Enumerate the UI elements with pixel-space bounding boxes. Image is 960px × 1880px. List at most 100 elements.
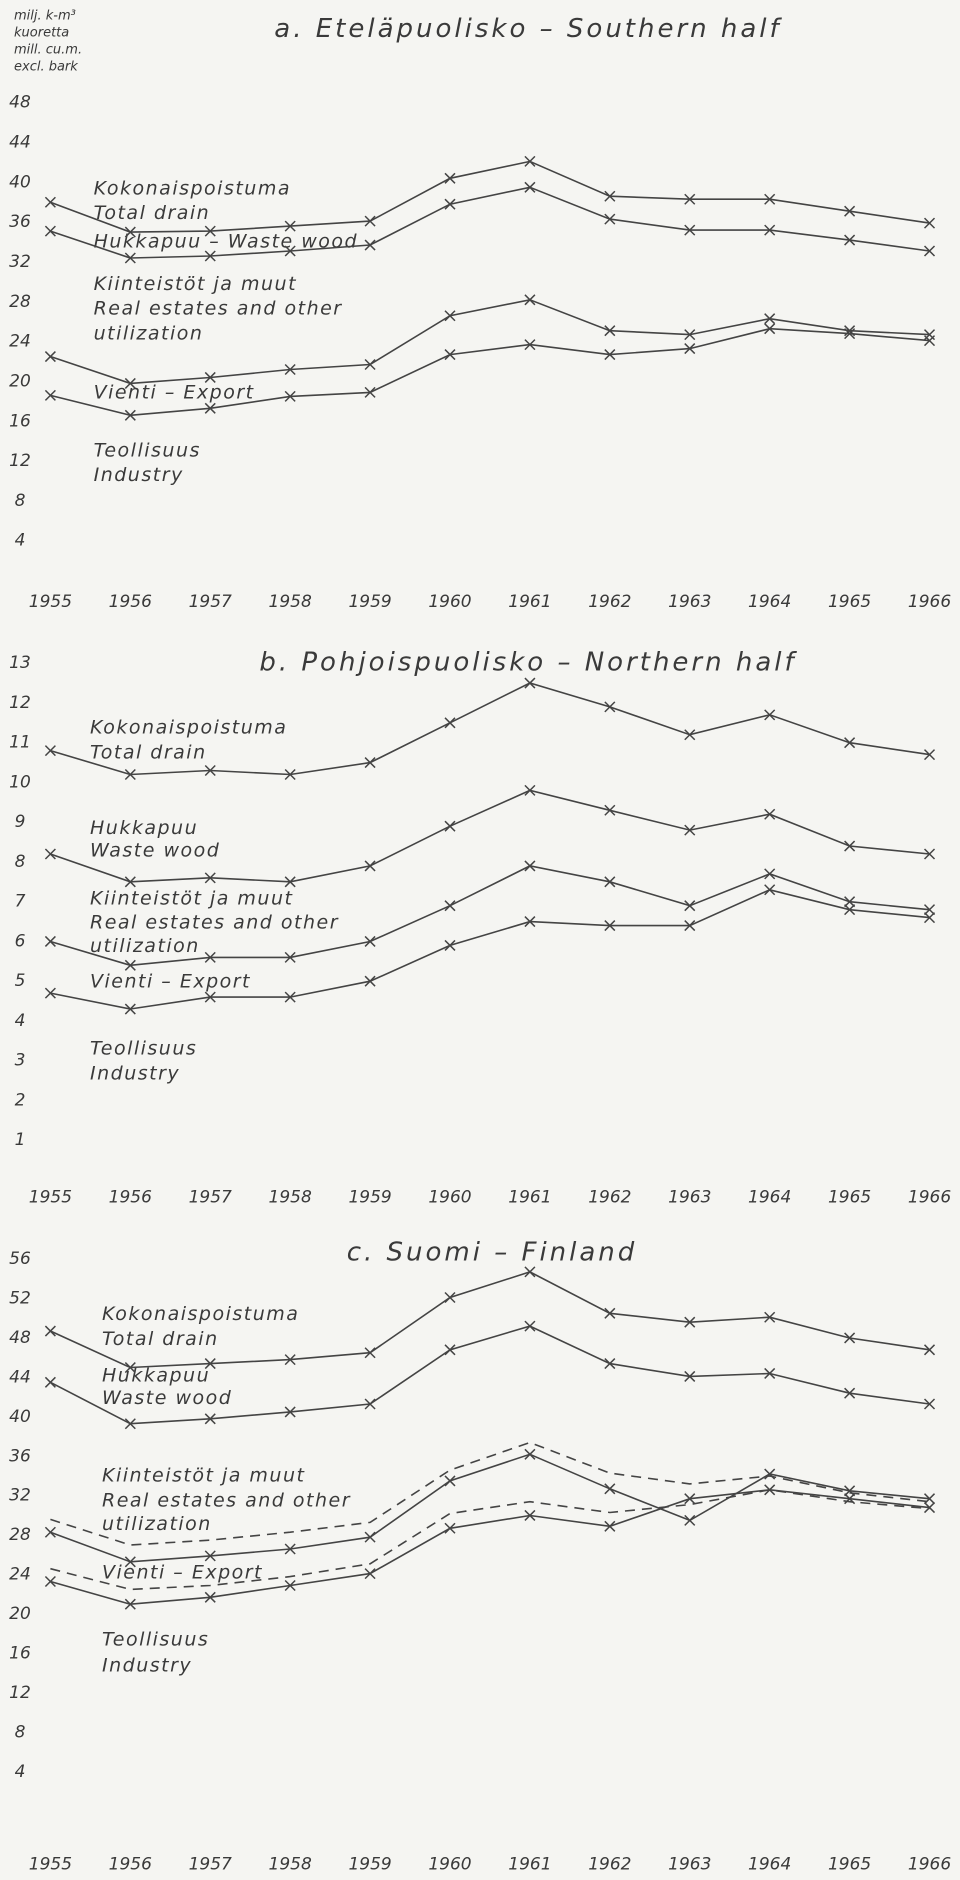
- x-tick-label: 1964: [748, 1854, 791, 1874]
- x-tick-label: 1966: [908, 1854, 951, 1874]
- marker: [844, 234, 856, 246]
- marker: [44, 1376, 56, 1388]
- marker: [764, 868, 776, 880]
- marker: [204, 1358, 216, 1370]
- marker: [284, 876, 296, 888]
- marker: [44, 196, 56, 208]
- annotation: Kiinteistöt ja muut: [90, 888, 293, 910]
- annotation: Teollisuus: [90, 1038, 197, 1060]
- chart-title: a. Eteläpuolisko – Southern half: [274, 14, 782, 44]
- annotation: Real estates and other: [94, 298, 343, 320]
- marker: [923, 1502, 936, 1514]
- y-tick-label: 16: [9, 1644, 31, 1664]
- x-tick-label: 1965: [828, 592, 871, 612]
- line: [50, 888, 930, 1010]
- x-tick-label: 1960: [428, 592, 471, 612]
- x-tick-label: 1961: [508, 592, 551, 612]
- x-tick-label: 1959: [348, 1188, 391, 1208]
- marker: [524, 339, 536, 351]
- y-axis-label: kuoretta: [14, 26, 69, 41]
- x-tick-label: 1964: [748, 592, 791, 612]
- line: [50, 789, 930, 883]
- marker: [124, 226, 136, 238]
- annotation: Real estates and other: [102, 1489, 351, 1511]
- marker: [44, 745, 56, 757]
- y-tick-label: 20: [9, 371, 31, 391]
- marker: [444, 820, 456, 832]
- y-tick-label: 24: [9, 1565, 31, 1585]
- marker: [764, 193, 776, 205]
- y-tick-label: 4: [15, 531, 26, 551]
- y-axis-label: milj. k-m³: [14, 9, 76, 24]
- marker: [764, 1311, 776, 1323]
- annotation: Vienti – Export: [90, 970, 251, 992]
- y-tick-label: 12: [9, 1683, 31, 1703]
- y-tick-label: 8: [15, 491, 26, 511]
- marker: [124, 1362, 136, 1374]
- annotation: Waste wood: [102, 1387, 232, 1409]
- marker: [524, 916, 536, 928]
- y-tick-label: 8: [15, 852, 26, 872]
- y-tick-label: 36: [9, 1446, 31, 1466]
- annotation: Vienti – Export: [94, 381, 255, 403]
- marker: [524, 677, 536, 689]
- marker: [764, 224, 776, 236]
- y-tick-label: 7: [15, 892, 26, 912]
- marker: [524, 1266, 536, 1278]
- marker: [124, 1418, 136, 1430]
- x-tick-label: 1958: [269, 1854, 312, 1874]
- marker: [844, 328, 856, 340]
- marker: [204, 250, 216, 262]
- marker: [684, 1316, 696, 1328]
- marker: [364, 386, 376, 398]
- marker: [204, 1591, 216, 1603]
- marker: [604, 1483, 616, 1495]
- marker: [844, 840, 856, 852]
- y-tick-label: 48: [9, 93, 31, 113]
- x-tick-label: 1958: [269, 1188, 312, 1208]
- marker: [44, 987, 56, 999]
- marker: [684, 193, 696, 205]
- marker: [124, 1598, 136, 1610]
- marker: [923, 335, 936, 347]
- x-tick-label: 1962: [588, 1188, 631, 1208]
- annotation: Vienti – Export: [102, 1561, 263, 1583]
- annotation: Kiinteistöt ja muut: [94, 273, 297, 295]
- x-tick-label: 1955: [29, 592, 72, 612]
- marker: [684, 900, 696, 912]
- y-tick-label: 5: [15, 971, 26, 991]
- y-tick-label: 56: [9, 1249, 31, 1269]
- annotation: Teollisuus: [94, 439, 201, 461]
- annotation: Total drain: [94, 202, 211, 224]
- marker: [844, 896, 856, 908]
- marker: [684, 729, 696, 741]
- x-tick-label: 1961: [508, 1854, 551, 1874]
- y-tick-label: 28: [9, 1525, 31, 1545]
- marker: [204, 225, 216, 237]
- marker: [923, 904, 936, 916]
- marker: [124, 768, 136, 781]
- marker: [684, 1514, 696, 1526]
- y-tick-label: 8: [15, 1722, 26, 1742]
- marker: [444, 198, 456, 210]
- y-tick-label: 9: [15, 812, 26, 832]
- marker: [204, 371, 216, 383]
- annotation: Hukkapuu – Waste wood: [94, 230, 359, 252]
- annotation: Hukkapuu: [90, 817, 198, 839]
- y-tick-label: 44: [9, 1367, 31, 1387]
- marker: [284, 390, 296, 402]
- x-tick-label: 1959: [348, 592, 391, 612]
- marker: [604, 349, 616, 361]
- marker: [364, 1531, 376, 1543]
- marker: [364, 1347, 376, 1359]
- annotation: Waste wood: [90, 839, 220, 861]
- line: [50, 682, 930, 776]
- marker: [524, 181, 536, 193]
- marker: [44, 935, 56, 947]
- dashed-line: [50, 1441, 930, 1546]
- marker: [284, 991, 296, 1003]
- marker: [444, 1344, 456, 1356]
- marker: [444, 1475, 456, 1487]
- y-tick-label: 2: [15, 1090, 26, 1110]
- marker: [764, 808, 776, 820]
